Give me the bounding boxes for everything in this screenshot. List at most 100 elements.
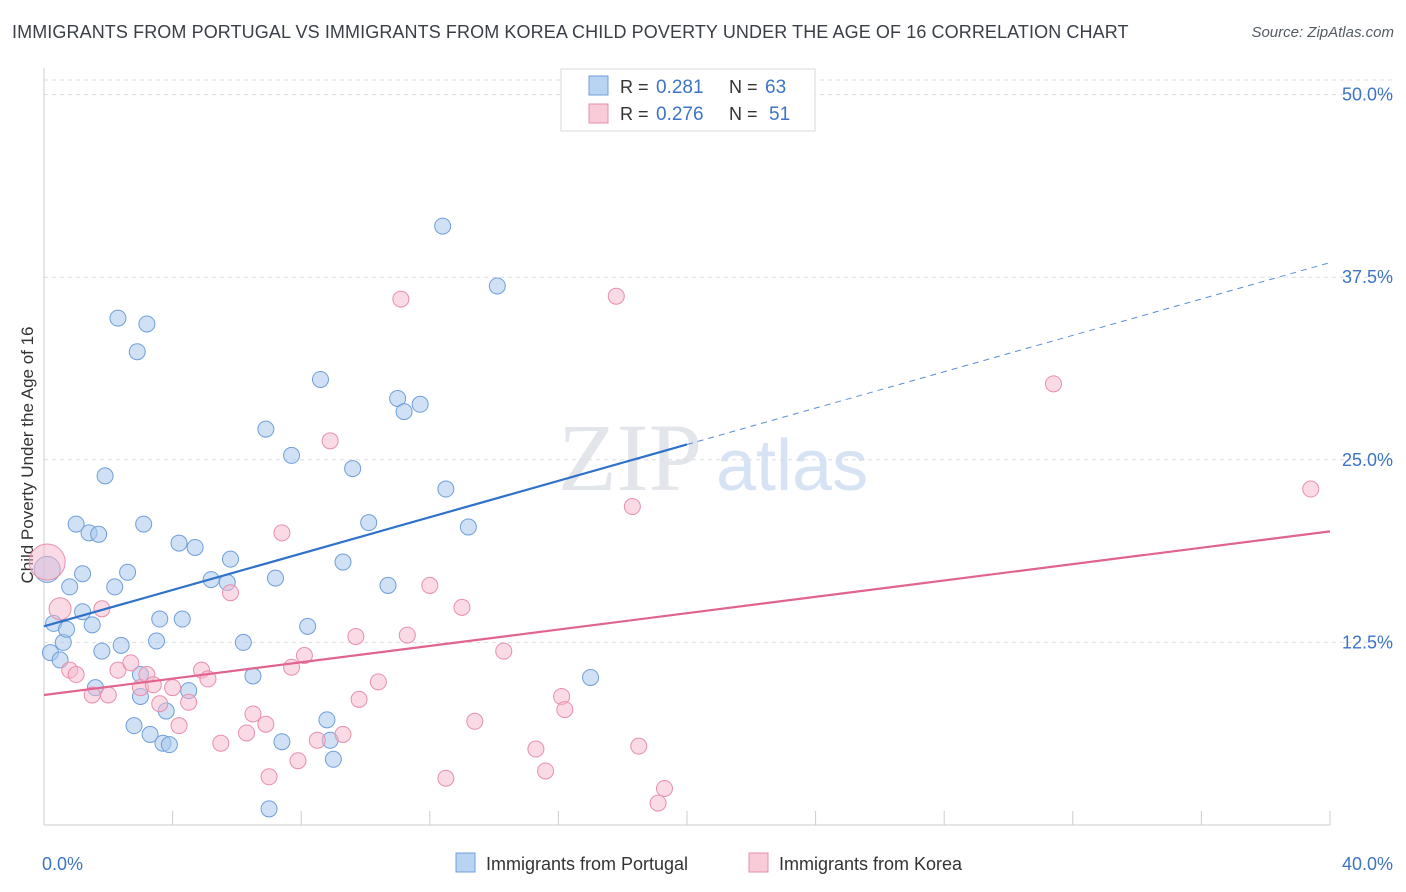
portugal-point-26	[141, 725, 159, 743]
korea-point-30	[334, 725, 352, 743]
portugal-point-47	[311, 370, 329, 388]
portugal-point-31	[160, 736, 178, 754]
legend-swatch-korea	[588, 103, 609, 124]
grid-lines	[44, 79, 1392, 643]
portugal-point-48	[318, 711, 336, 729]
legend-r-label-portugal: R =	[620, 77, 649, 97]
watermark: ZIP atlas	[558, 404, 868, 511]
portugal-point-53	[360, 514, 378, 532]
korea-point-11	[144, 676, 162, 694]
portugal-point-43	[266, 569, 284, 587]
legend-n-label-portugal: N =	[729, 77, 758, 97]
axes	[43, 68, 1331, 826]
portugal-point-16	[106, 578, 124, 596]
portugal-point-35	[186, 538, 204, 556]
portugal-point-51	[334, 553, 352, 571]
y-tick-label-0: 12.5%	[1342, 632, 1393, 652]
y-tick-label-2: 37.5%	[1342, 267, 1393, 287]
portugal-points	[33, 217, 600, 818]
korea-point-3	[67, 666, 85, 684]
korea-point-25	[283, 658, 301, 676]
korea-point-19	[221, 584, 239, 602]
portugal-point-57	[411, 395, 429, 413]
bottom-legend-label-portugal: Immigrants from Portugal	[486, 854, 688, 874]
portugal-point-60	[459, 518, 477, 536]
chart-title: IMMIGRANTS FROM PORTUGAL VS IMMIGRANTS F…	[12, 22, 1129, 42]
portugal-point-5	[58, 620, 76, 638]
portugal-point-40	[244, 667, 262, 685]
legend-swatch-portugal	[588, 75, 609, 96]
portugal-point-41	[257, 420, 275, 438]
portugal-point-18	[112, 636, 130, 654]
korea-point-46	[623, 498, 641, 516]
portugal-point-7	[67, 515, 85, 533]
portugal-point-21	[128, 343, 146, 361]
bottom-legend: Immigrants from Portugal Immigrants from…	[455, 852, 963, 874]
portugal-point-32	[170, 534, 188, 552]
korea-point-41	[527, 740, 545, 758]
korea-point-12	[151, 695, 169, 713]
bottom-legend-swatch-korea	[748, 852, 769, 873]
korea-point-36	[421, 576, 439, 594]
legend: R = 0.281 N = 63 R = 0.276 N = 51	[560, 68, 816, 132]
portugal-point-13	[90, 525, 108, 543]
portugal-point-9	[74, 565, 92, 583]
portugal-point-33	[173, 610, 191, 628]
korea-point-33	[369, 673, 387, 691]
korea-point-35	[398, 626, 416, 644]
portugal-point-62	[582, 668, 600, 686]
y-tick-label-1: 25.0%	[1342, 450, 1393, 470]
korea-point-6	[99, 686, 117, 704]
portugal-point-56	[395, 403, 413, 421]
portugal-trend-extension	[686, 262, 1331, 445]
trend-lines	[43, 262, 1331, 697]
korea-point-18	[212, 734, 230, 752]
y-tick-label-3: 50.0%	[1342, 85, 1393, 105]
portugal-point-52	[344, 460, 362, 478]
portugal-point-42	[260, 800, 278, 818]
korea-point-21	[244, 705, 262, 723]
korea-point-8	[122, 654, 140, 672]
watermark-zip: ZIP	[558, 404, 702, 511]
korea-point-24	[273, 524, 291, 542]
portugal-point-54	[379, 576, 397, 594]
portugal-trend-line	[43, 443, 688, 628]
korea-point-26	[289, 752, 307, 770]
korea-point-0	[28, 543, 66, 581]
korea-point-37	[437, 769, 455, 787]
korea-point-38	[453, 598, 471, 616]
portugal-point-28	[151, 610, 169, 628]
x-tick-label-0: 0.0%	[42, 854, 83, 874]
portugal-point-39	[234, 633, 252, 651]
korea-point-20	[238, 724, 256, 742]
legend-n-value-korea: 51	[769, 104, 790, 125]
portugal-point-25	[138, 315, 156, 333]
portugal-point-59	[437, 480, 455, 498]
legend-r-value-portugal: 0.281	[656, 77, 704, 98]
portugal-point-15	[96, 467, 114, 485]
korea-point-50	[1045, 375, 1063, 393]
portugal-point-50	[324, 750, 342, 768]
portugal-point-46	[299, 617, 317, 635]
korea-point-49	[655, 779, 673, 797]
portugal-point-45	[283, 446, 301, 464]
korea-point-48	[649, 794, 667, 812]
portugal-point-20	[125, 717, 143, 735]
korea-point-15	[180, 693, 198, 711]
x-tick-label-1: 40.0%	[1342, 854, 1393, 874]
korea-point-34	[392, 290, 410, 308]
tick-labels: 12.5% 25.0% 37.5% 50.0% 0.0% 40.0%	[42, 85, 1393, 874]
korea-point-27	[295, 647, 313, 665]
korea-point-51	[1302, 480, 1320, 498]
portugal-point-27	[148, 632, 166, 650]
legend-r-label-korea: R =	[620, 104, 649, 124]
bottom-legend-label-korea: Immigrants from Korea	[779, 854, 963, 874]
portugal-point-38	[221, 550, 239, 568]
portugal-point-58	[434, 217, 452, 235]
korea-point-29	[321, 432, 339, 450]
korea-point-14	[170, 717, 188, 735]
portugal-point-24	[135, 515, 153, 533]
legend-n-label-korea: N =	[729, 104, 758, 124]
legend-r-value-korea: 0.276	[656, 104, 704, 125]
